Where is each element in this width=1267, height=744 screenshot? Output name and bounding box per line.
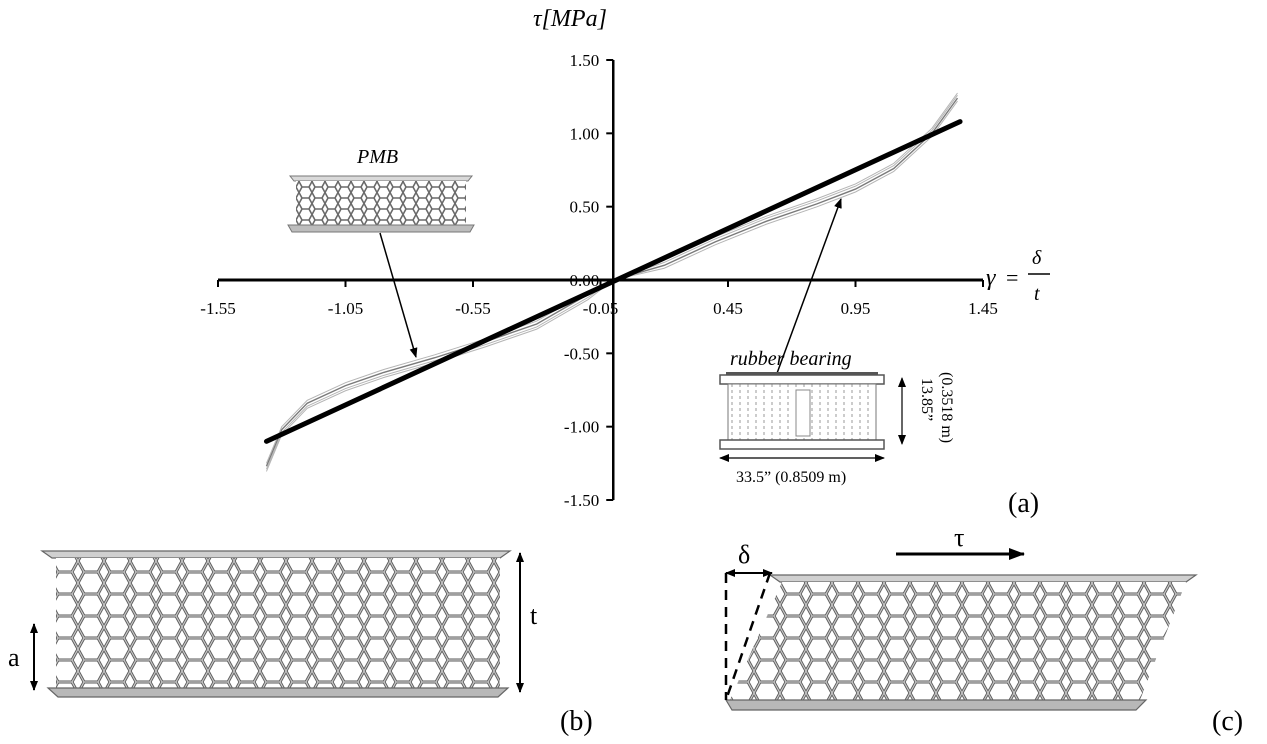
y-tick-label: 1.50 — [570, 51, 600, 70]
pmb-pointer-arrow — [379, 232, 418, 358]
pmb-series-line — [263, 119, 963, 444]
y-ticks: 1.50 1.00 0.50 0.00 -0.50 -1.00 -1.50 — [564, 51, 614, 510]
dimension-t-label: t — [530, 601, 538, 630]
x-tick-label: 0.45 — [713, 299, 743, 318]
rubber-height-m-label: (0.3518 m) — [938, 372, 955, 443]
dimension-a-label: a — [8, 643, 20, 672]
svg-text:t: t — [1034, 283, 1040, 305]
rubber-bearing-label: rubber bearing — [730, 348, 852, 370]
svg-text:δ: δ — [1032, 247, 1042, 269]
x-ticks: -1.55 -1.05 -0.55 -0.05 0.45 0.95 1.45 — [200, 280, 998, 318]
rubber-pointer-arrow — [775, 198, 842, 377]
tau-label: τ — [954, 523, 964, 552]
x-tick-label: -1.55 — [200, 299, 235, 318]
svg-text:γ: γ — [986, 265, 996, 291]
delta-label: δ — [738, 540, 750, 569]
x-axis-label: γ = δ t — [986, 247, 1050, 305]
stress-strain-chart: -1.55 -1.05 -0.55 -0.05 0.45 0.95 1.45 1.50 1.0… — [200, 6, 1050, 519]
series-layer — [263, 92, 963, 472]
rubber-width-label: 33.5” (0.8509 m) — [736, 469, 846, 486]
y-tick-label: 1.00 — [570, 124, 600, 143]
pmb-label: PMB — [356, 146, 398, 168]
panel-label-a: (a) — [1008, 488, 1039, 519]
x-tick-label: 1.45 — [968, 299, 998, 318]
x-tick-label: -1.05 — [328, 299, 363, 318]
y-axis-label: τ[MPa] — [533, 6, 607, 32]
deformed-edge-dashed — [724, 572, 772, 701]
x-tick-label: 0.95 — [841, 299, 871, 318]
y-tick-label: 0.50 — [570, 198, 600, 217]
x-tick-label: -0.05 — [583, 299, 618, 318]
y-tick-label: -1.50 — [564, 491, 599, 510]
y-tick-label: 0.00 — [570, 271, 600, 290]
panel-b-pmb-undeformed: a t (b) — [8, 550, 593, 737]
rubber-bearing-inset: rubber bearing 33.5” (0.8509 m) 13.85” (… — [719, 198, 955, 486]
panel-label-c: (c) — [1212, 706, 1243, 737]
svg-text:=: = — [1006, 265, 1018, 290]
rubber-height-label: 13.85” — [918, 378, 935, 421]
panel-c-pmb-sheared: δ τ (c) — [724, 523, 1243, 737]
x-tick-label: -0.55 — [455, 299, 490, 318]
pmb-inset: PMB — [287, 146, 475, 358]
y-tick-label: -1.00 — [564, 418, 599, 437]
y-tick-label: -0.50 — [564, 344, 599, 363]
panel-label-b: (b) — [560, 706, 593, 737]
